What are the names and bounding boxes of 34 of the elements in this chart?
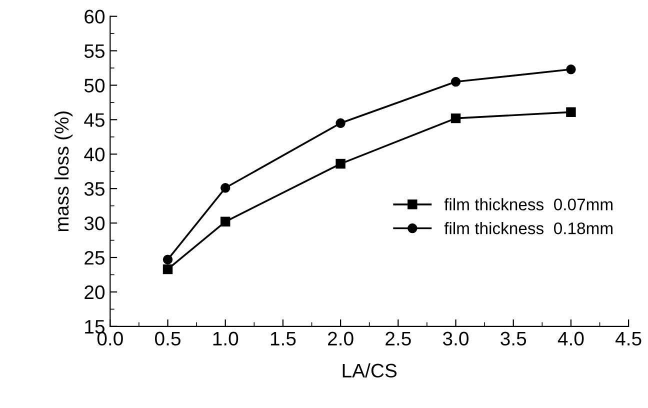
point [336, 158, 346, 169]
point [566, 64, 576, 74]
y-tick-label: 60 [84, 10, 105, 24]
point [566, 107, 576, 117]
x-tick-label: 4.0 [558, 332, 584, 346]
y-tick-label: 50 [84, 78, 105, 92]
x-tick-label: 3.5 [500, 332, 526, 346]
y-tick-label: 45 [84, 113, 104, 127]
point [162, 254, 173, 264]
x-tick-label: 2.5 [386, 332, 411, 346]
x-tick-label: 4.5 [615, 332, 642, 346]
point [220, 216, 230, 227]
x-tick-label: 0.5 [155, 332, 180, 346]
x-tick-label: 2.0 [328, 332, 354, 346]
y-tick-label: 40 [84, 148, 105, 162]
legend-label: film thickness 0.18mm [444, 222, 612, 234]
legend-label: film thickness 0.07mm [444, 198, 612, 210]
x-tick-label: 0.0 [97, 332, 123, 346]
x-tick-label: 3.0 [442, 332, 469, 346]
point [450, 113, 461, 124]
y-tick-label: 35 [84, 182, 104, 196]
x-tick-label: 1.5 [270, 332, 296, 346]
y-tick-label: 25 [84, 250, 104, 265]
y-tick-label: 30 [84, 216, 105, 230]
y-tick-label: 20 [84, 285, 105, 300]
y-tick-label: 15 [85, 320, 104, 334]
x-axis-title: LA/CS [342, 363, 397, 378]
x-tick-label: 1.0 [213, 332, 238, 346]
y-axis-title: mass loss (%) [54, 112, 73, 232]
point [450, 76, 461, 87]
point [336, 118, 346, 128]
point [162, 264, 173, 274]
point [220, 183, 230, 193]
y-tick-label: 55 [84, 44, 104, 58]
